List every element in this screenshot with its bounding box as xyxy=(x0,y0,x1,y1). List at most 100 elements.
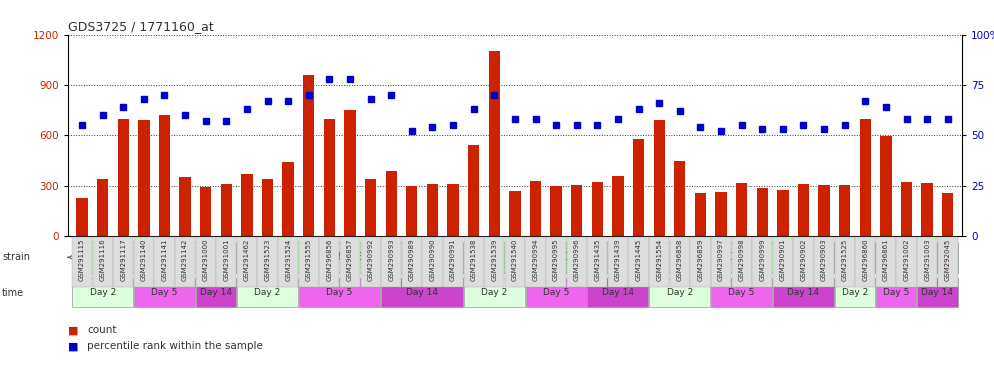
Bar xyxy=(835,278,875,308)
Text: GSM291525: GSM291525 xyxy=(842,239,848,281)
Text: GSM290902: GSM290902 xyxy=(800,239,806,281)
Text: Day 5: Day 5 xyxy=(729,288,754,297)
Bar xyxy=(876,237,896,288)
Bar xyxy=(464,242,648,273)
Bar xyxy=(464,278,525,308)
Bar xyxy=(154,237,175,288)
Bar xyxy=(407,186,417,236)
Bar xyxy=(92,237,112,288)
Bar xyxy=(196,237,216,288)
Text: VIN13: VIN13 xyxy=(880,252,912,262)
Bar xyxy=(756,188,768,236)
Bar xyxy=(546,237,567,288)
Text: GSM290996: GSM290996 xyxy=(574,239,580,281)
Text: GSM290991: GSM290991 xyxy=(450,239,456,281)
Bar xyxy=(711,237,732,288)
Text: GSM291462: GSM291462 xyxy=(244,239,249,281)
Bar xyxy=(422,237,442,288)
Bar xyxy=(835,242,957,273)
Text: GSM296856: GSM296856 xyxy=(326,239,332,281)
Bar xyxy=(468,146,479,236)
Bar xyxy=(73,278,133,308)
Bar xyxy=(612,176,623,236)
Text: GSM296858: GSM296858 xyxy=(677,239,683,281)
Text: time: time xyxy=(2,288,24,298)
Text: ■: ■ xyxy=(68,325,79,335)
Text: GSM292045: GSM292045 xyxy=(944,239,951,281)
Bar xyxy=(257,237,277,288)
Bar xyxy=(752,237,772,288)
Bar xyxy=(278,237,298,288)
Text: Day 2: Day 2 xyxy=(254,288,280,297)
Text: GSM290990: GSM290990 xyxy=(429,239,435,281)
Bar xyxy=(937,237,958,288)
Bar xyxy=(237,237,257,288)
Text: GSM291001: GSM291001 xyxy=(224,239,230,281)
Text: GSM290992: GSM290992 xyxy=(368,239,374,281)
Text: GSM291116: GSM291116 xyxy=(99,239,105,281)
Bar xyxy=(505,237,525,288)
Bar xyxy=(855,237,876,288)
Text: GSM291554: GSM291554 xyxy=(656,239,662,281)
Bar xyxy=(649,278,711,308)
Text: GSM296857: GSM296857 xyxy=(347,239,353,281)
Text: GSM291435: GSM291435 xyxy=(594,239,600,281)
Bar xyxy=(509,191,521,236)
Text: GSM291141: GSM291141 xyxy=(161,239,167,281)
Bar xyxy=(572,185,582,236)
Bar xyxy=(484,237,504,288)
Bar xyxy=(711,278,772,308)
Bar xyxy=(772,237,793,288)
Bar xyxy=(628,237,649,288)
Text: Day 5: Day 5 xyxy=(151,288,178,297)
Text: Day 5: Day 5 xyxy=(543,288,570,297)
Bar xyxy=(72,237,92,288)
Bar xyxy=(716,192,727,236)
Bar xyxy=(526,278,586,308)
Text: GSM291540: GSM291540 xyxy=(512,239,518,281)
Bar xyxy=(921,183,932,236)
Bar xyxy=(159,115,170,236)
Text: GSM290993: GSM290993 xyxy=(389,239,395,281)
Bar xyxy=(237,278,298,308)
Text: GSM291523: GSM291523 xyxy=(264,239,270,281)
Bar xyxy=(77,197,87,236)
Bar xyxy=(97,179,108,236)
Bar xyxy=(261,179,273,236)
Bar xyxy=(860,119,871,236)
Bar xyxy=(649,237,669,288)
Bar xyxy=(242,174,252,236)
Text: 285: 285 xyxy=(143,252,165,262)
Text: Day 14: Day 14 xyxy=(200,288,232,297)
Bar xyxy=(732,237,751,288)
Bar xyxy=(653,120,665,236)
Bar xyxy=(344,110,356,236)
Bar xyxy=(670,237,690,288)
Bar xyxy=(695,193,706,236)
Bar xyxy=(175,237,195,288)
Bar xyxy=(113,237,133,288)
Bar xyxy=(382,278,463,308)
Text: Day 5: Day 5 xyxy=(326,288,353,297)
Bar xyxy=(319,237,340,288)
Text: Day 5: Day 5 xyxy=(883,288,910,297)
Bar xyxy=(587,237,607,288)
Text: GSM296859: GSM296859 xyxy=(698,239,704,281)
Bar xyxy=(237,242,463,273)
Text: GSM291002: GSM291002 xyxy=(904,239,910,281)
Bar xyxy=(567,237,586,288)
Bar xyxy=(134,237,154,288)
Bar xyxy=(814,237,834,288)
Bar xyxy=(633,139,644,236)
Bar xyxy=(386,170,397,236)
Text: ■: ■ xyxy=(68,341,79,351)
Text: Day 14: Day 14 xyxy=(602,288,634,297)
Bar xyxy=(917,237,937,288)
Bar xyxy=(447,184,458,236)
Text: GSM296860: GSM296860 xyxy=(863,239,869,281)
Bar xyxy=(591,182,603,236)
Bar xyxy=(299,278,381,308)
Text: GSM290994: GSM290994 xyxy=(533,239,539,281)
Bar xyxy=(73,242,237,273)
Text: GSM291538: GSM291538 xyxy=(471,239,477,281)
